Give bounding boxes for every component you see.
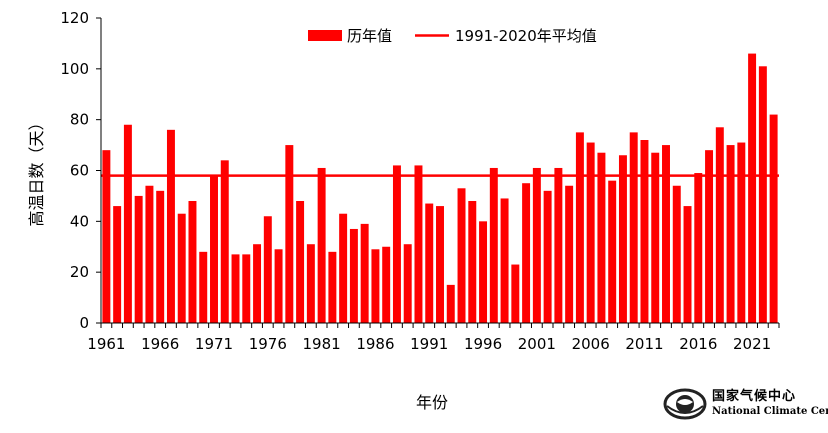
bar-2017 xyxy=(705,150,714,323)
bar-2016 xyxy=(694,173,703,323)
y-tick-label-60: 60 xyxy=(70,162,89,180)
bar-2011 xyxy=(640,140,649,323)
ncc-name-cn: 国家气候中心 xyxy=(712,389,797,404)
bar-1971 xyxy=(210,175,218,323)
bar-2010 xyxy=(629,132,638,324)
bar-1999 xyxy=(511,264,520,323)
bar-2008 xyxy=(608,180,617,323)
bar-1983 xyxy=(339,213,348,323)
bar-1966 xyxy=(156,190,165,323)
bar-2012 xyxy=(651,152,660,323)
bar-1993 xyxy=(446,284,455,324)
bar-1991 xyxy=(425,203,434,323)
bar-1974 xyxy=(242,254,251,324)
bar-1990 xyxy=(414,165,423,323)
bar-1982 xyxy=(328,251,337,323)
bar-1967 xyxy=(166,129,175,323)
bar-1962 xyxy=(113,206,122,323)
x-tick-label-2011: 2011 xyxy=(625,335,663,353)
axes: 0 20 40 60 80 100 120 1961 1966 1971 1976 1981 1986 1… xyxy=(27,9,780,412)
bar-1985 xyxy=(360,223,369,324)
y-tick-label-120: 120 xyxy=(60,9,89,27)
x-tick-label-2016: 2016 xyxy=(679,335,717,353)
bar-1976 xyxy=(263,216,272,323)
bar-1998 xyxy=(500,198,509,323)
bar-2002 xyxy=(543,190,552,323)
x-tick-label-2006: 2006 xyxy=(572,335,610,353)
bar-1965 xyxy=(145,185,154,323)
plot-area xyxy=(101,53,779,324)
bar-2019 xyxy=(726,145,735,323)
bar-1992 xyxy=(436,206,444,323)
legend-bar-swatch xyxy=(308,30,342,41)
legend-line-label: 1991-2020年平均值 xyxy=(455,27,597,45)
x-tick-label-1966: 1966 xyxy=(141,335,179,353)
bar-1981 xyxy=(317,167,326,323)
bar-1994 xyxy=(457,188,466,323)
bar-1964 xyxy=(134,195,143,323)
bar-2009 xyxy=(618,155,627,323)
bar-1977 xyxy=(274,249,283,323)
legend-bar-label: 历年值 xyxy=(347,27,392,45)
bar-2000 xyxy=(522,183,531,323)
bar-2003 xyxy=(554,167,563,323)
bar-1988 xyxy=(392,165,401,323)
ncc-emblem-icon xyxy=(663,388,707,420)
x-tick-label-1996: 1996 xyxy=(464,335,502,353)
bar-1986 xyxy=(371,249,380,323)
bar-2015 xyxy=(683,206,692,323)
bar-2013 xyxy=(662,145,670,323)
y-tick-label-100: 100 xyxy=(60,60,89,78)
bar-2021 xyxy=(748,53,757,323)
bar-1987 xyxy=(382,246,391,323)
bar-2018 xyxy=(715,127,724,323)
bar-2001 xyxy=(532,167,541,323)
x-tick-label-1981: 1981 xyxy=(303,335,341,353)
bar-1995 xyxy=(468,201,477,323)
legend: 历年值 1991-2020年平均值 xyxy=(308,27,597,45)
bar-1997 xyxy=(489,167,498,323)
bar-1968 xyxy=(177,213,186,323)
bar-2014 xyxy=(672,185,681,323)
y-tick-label-40: 40 xyxy=(70,212,89,230)
y-axis-title: 高温日数（天） xyxy=(27,114,46,226)
bar-1989 xyxy=(403,244,412,323)
bar-2006 xyxy=(586,142,595,323)
bar-1961 xyxy=(102,150,111,323)
bar-2022 xyxy=(758,66,767,323)
bar-1980 xyxy=(306,244,315,323)
bar-1972 xyxy=(220,160,229,323)
bar-1979 xyxy=(296,201,305,323)
x-tick-label-1976: 1976 xyxy=(249,335,287,353)
bar-1963 xyxy=(123,124,132,323)
bar-2020 xyxy=(737,142,746,323)
ncc-logo: 国家气候中心 National Climate Center xyxy=(662,384,828,428)
bar-1973 xyxy=(231,254,240,324)
x-tick-label-1971: 1971 xyxy=(195,335,233,353)
x-tick-label-1986: 1986 xyxy=(356,335,394,353)
x-tick-label-1961: 1961 xyxy=(87,335,125,353)
y-tick-label-20: 20 xyxy=(70,263,89,281)
y-tick-label-80: 80 xyxy=(70,111,89,129)
bar-2023 xyxy=(769,114,778,323)
ncc-name-en: National Climate Center xyxy=(712,406,828,417)
x-axis-title: 年份 xyxy=(416,393,448,412)
x-tick-label-1991: 1991 xyxy=(410,335,448,353)
bar-1996 xyxy=(479,221,488,323)
bar-1984 xyxy=(349,228,358,323)
bar-1969 xyxy=(188,201,197,323)
x-tick-label-2001: 2001 xyxy=(518,335,556,353)
bar-2007 xyxy=(597,152,606,323)
bar-1975 xyxy=(253,244,262,323)
y-tick-label-0: 0 xyxy=(79,314,89,332)
bar-2004 xyxy=(565,185,574,323)
bar-2005 xyxy=(575,132,584,324)
bar-1978 xyxy=(285,145,294,323)
x-tick-label-2021: 2021 xyxy=(733,335,771,353)
bar-1970 xyxy=(199,251,208,323)
